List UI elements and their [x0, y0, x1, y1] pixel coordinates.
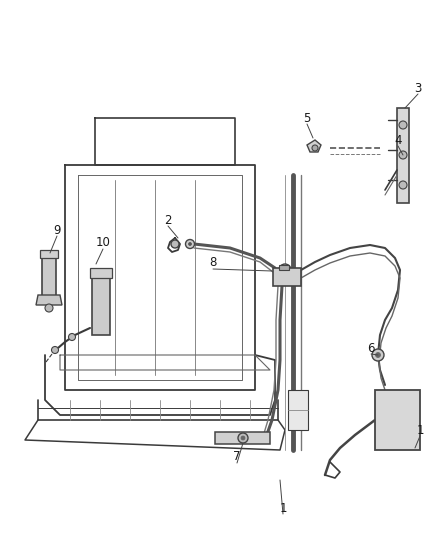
- Circle shape: [393, 410, 403, 420]
- Bar: [42, 255, 56, 300]
- Circle shape: [241, 436, 245, 440]
- Text: 6: 6: [367, 342, 375, 354]
- Circle shape: [396, 413, 400, 417]
- Circle shape: [399, 181, 407, 189]
- Bar: [92, 270, 110, 335]
- Circle shape: [312, 145, 318, 151]
- Bar: [90, 268, 112, 278]
- Text: 4: 4: [394, 133, 402, 147]
- Bar: [375, 390, 420, 450]
- Circle shape: [186, 239, 194, 248]
- Text: 5: 5: [303, 111, 311, 125]
- Text: 10: 10: [95, 237, 110, 249]
- Circle shape: [45, 304, 53, 312]
- Bar: [288, 390, 308, 430]
- Circle shape: [399, 121, 407, 129]
- Circle shape: [171, 240, 179, 248]
- Text: 1: 1: [279, 502, 287, 514]
- Bar: [279, 265, 289, 270]
- Circle shape: [52, 346, 59, 353]
- Polygon shape: [307, 140, 321, 152]
- Bar: [273, 268, 301, 286]
- Text: 7: 7: [233, 450, 241, 464]
- Bar: [397, 108, 409, 203]
- Circle shape: [372, 349, 384, 361]
- Circle shape: [68, 334, 75, 341]
- Bar: [40, 250, 58, 258]
- Circle shape: [188, 243, 191, 246]
- Circle shape: [399, 151, 407, 159]
- Circle shape: [238, 433, 248, 443]
- Text: 2: 2: [164, 214, 172, 227]
- Circle shape: [386, 403, 410, 427]
- Text: 3: 3: [414, 82, 422, 94]
- Circle shape: [279, 264, 291, 276]
- Bar: [215, 432, 270, 444]
- Text: 9: 9: [53, 223, 61, 237]
- Text: 1: 1: [416, 424, 424, 437]
- Text: 8: 8: [209, 256, 217, 270]
- Circle shape: [375, 352, 381, 358]
- Bar: [380, 425, 410, 443]
- Polygon shape: [36, 295, 62, 305]
